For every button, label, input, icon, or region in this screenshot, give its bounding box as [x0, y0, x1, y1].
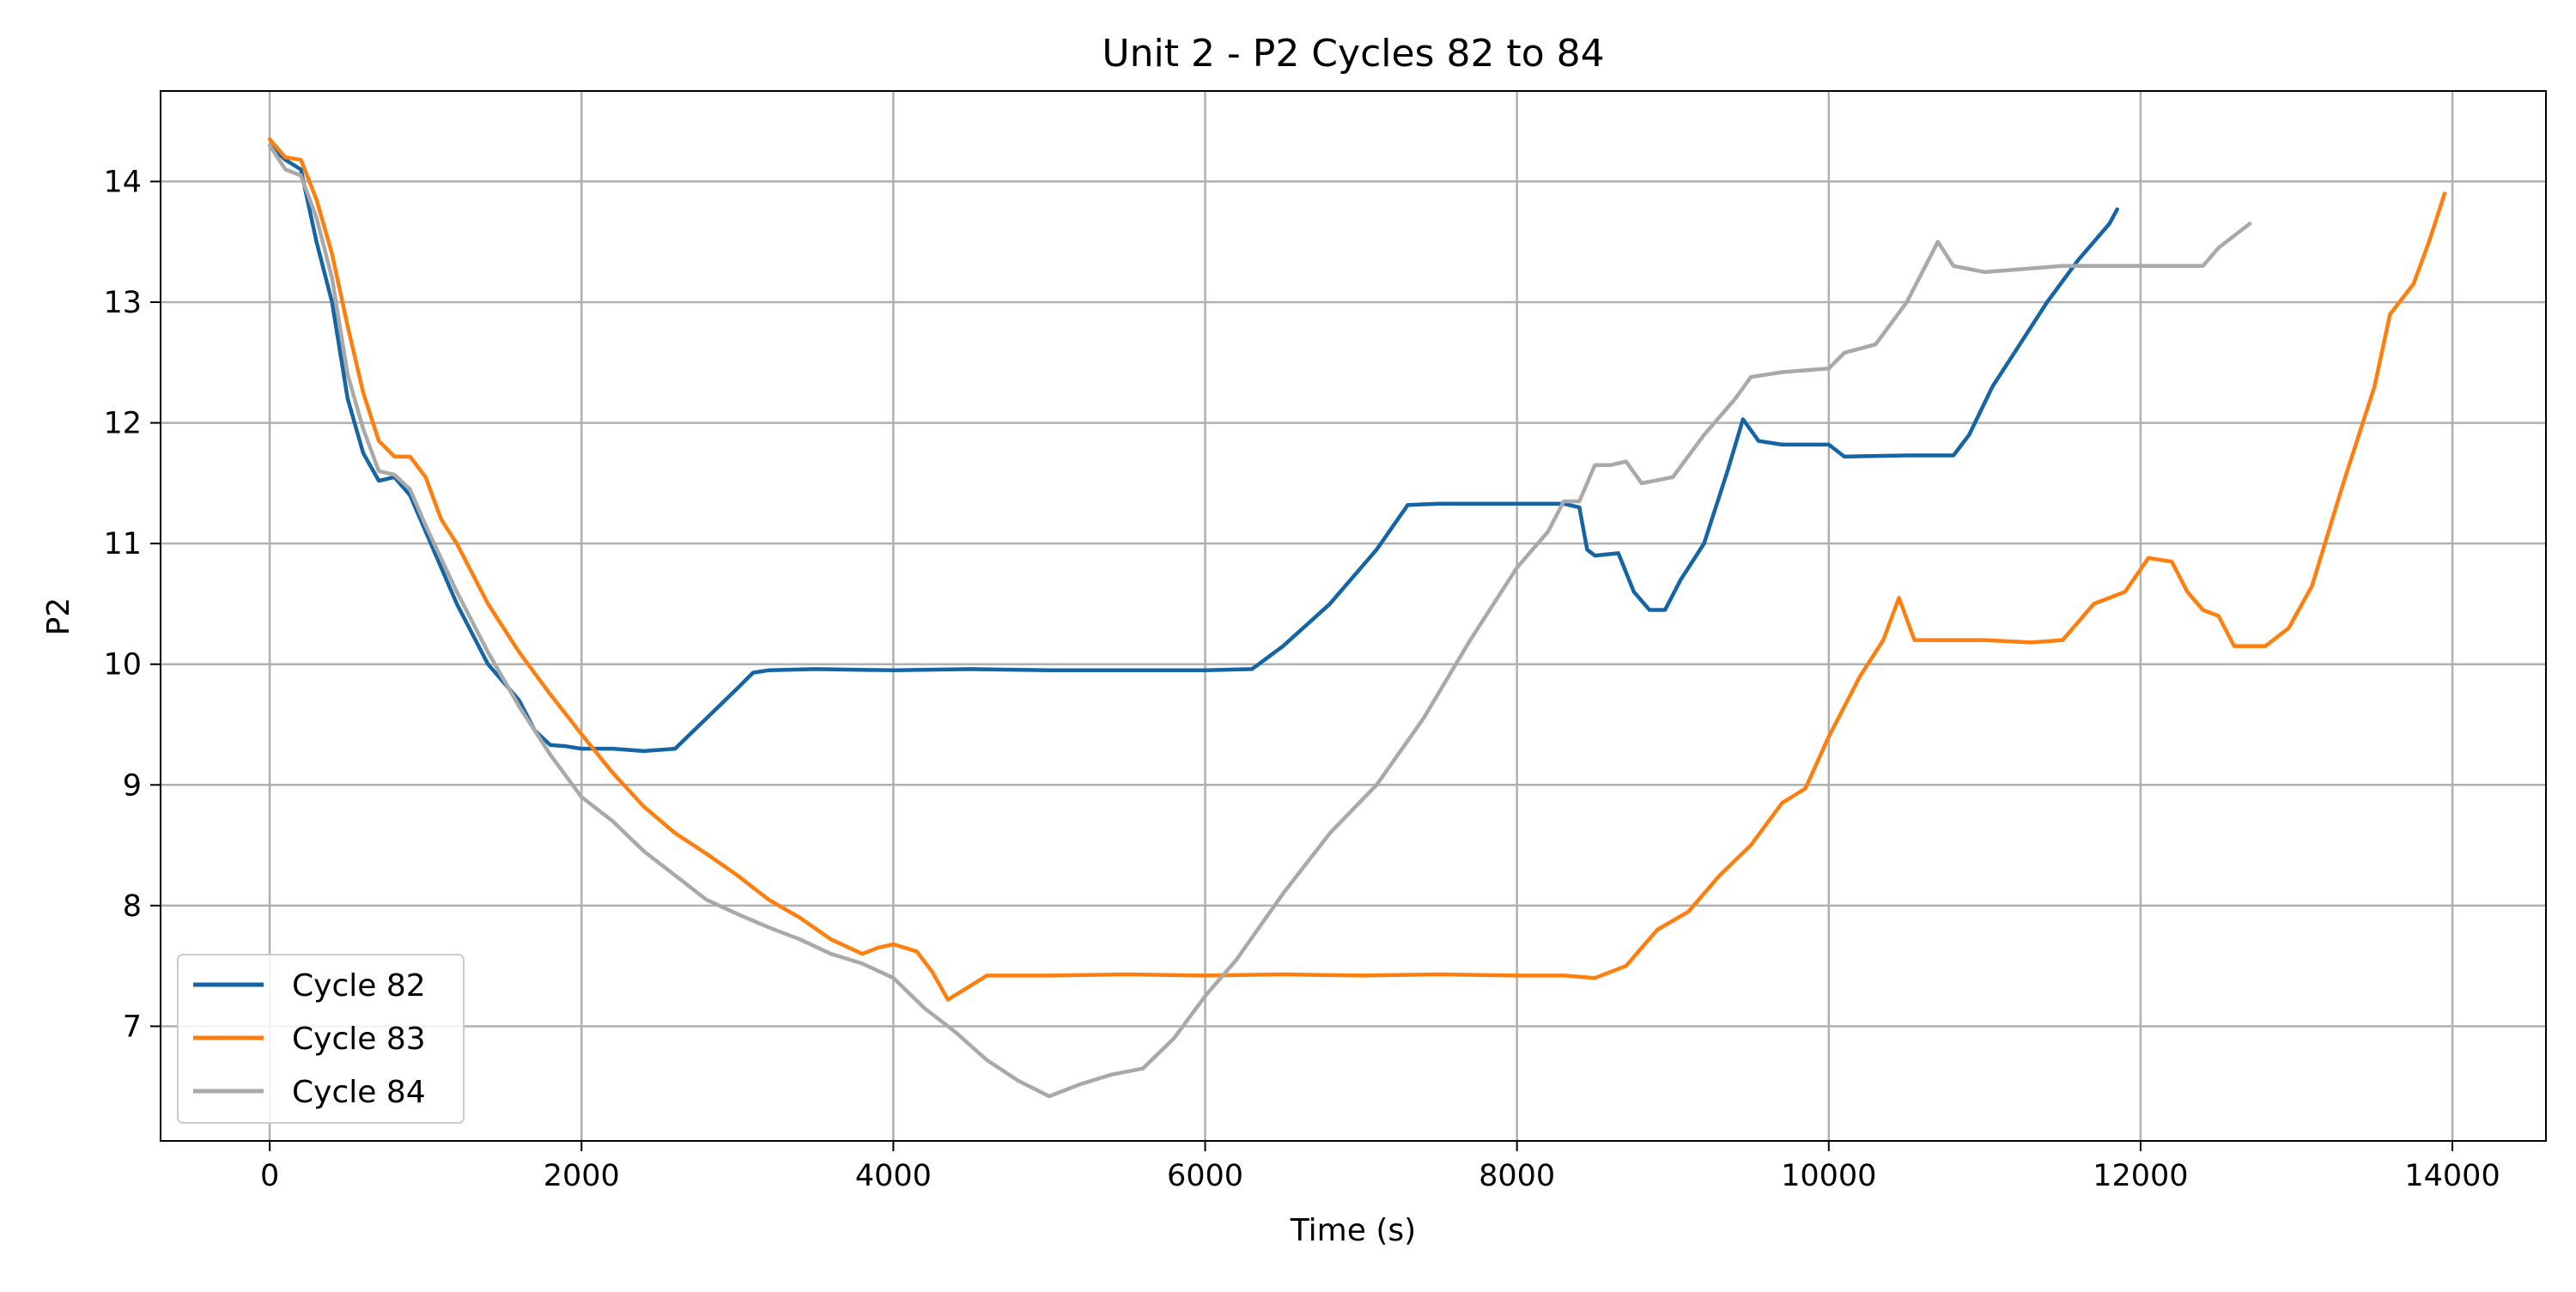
- legend-label-cycle-84: Cycle 84: [292, 1075, 426, 1110]
- series-layer: [267, 136, 2447, 1099]
- legend-label-cycle-83: Cycle 83: [292, 1022, 426, 1057]
- x-axis-label: Time (s): [1290, 1213, 1416, 1248]
- x-tick-label: 10000: [1781, 1159, 1876, 1193]
- grid: [161, 91, 2546, 1141]
- x-tick-label: 8000: [1479, 1159, 1555, 1193]
- y-tick-label: 10: [103, 648, 142, 682]
- plot-frame: [160, 90, 2547, 1142]
- axis-ticks: 0 2000 4000 6000 8000 10000 12000 14000 7 8 9 10 11 1…: [103, 165, 2500, 1193]
- y-tick-label: 13: [103, 286, 142, 320]
- x-tick-label: 6000: [1167, 1159, 1243, 1193]
- x-tick-label: 0: [260, 1159, 279, 1193]
- x-tick-label: 12000: [2093, 1159, 2188, 1193]
- x-tick-label: 14000: [2404, 1159, 2500, 1193]
- y-tick-label: 14: [103, 165, 142, 199]
- y-tick-label: 9: [123, 768, 142, 803]
- y-tick-label: 11: [103, 527, 142, 561]
- y-tick-label: 8: [123, 889, 142, 924]
- legend-label-cycle-82: Cycle 82: [292, 968, 426, 1004]
- y-tick-label: 7: [123, 1010, 142, 1044]
- x-tick-label: 2000: [544, 1159, 620, 1193]
- chart-title: Unit 2 - P2 Cycles 82 to 84: [1102, 32, 1604, 76]
- legend-box: [177, 954, 465, 1124]
- y-tick-label: 12: [103, 407, 142, 441]
- legend: Cycle 82 Cycle 83 Cycle 84: [177, 954, 465, 1124]
- series-line-cycle-83: [267, 136, 2447, 1002]
- series-line-cycle-82: [267, 143, 2119, 754]
- plot-area: [161, 91, 2546, 1141]
- x-tick-label: 4000: [855, 1159, 932, 1193]
- series-line-cycle-84: [267, 143, 2252, 1099]
- y-axis-label: P2: [41, 597, 76, 636]
